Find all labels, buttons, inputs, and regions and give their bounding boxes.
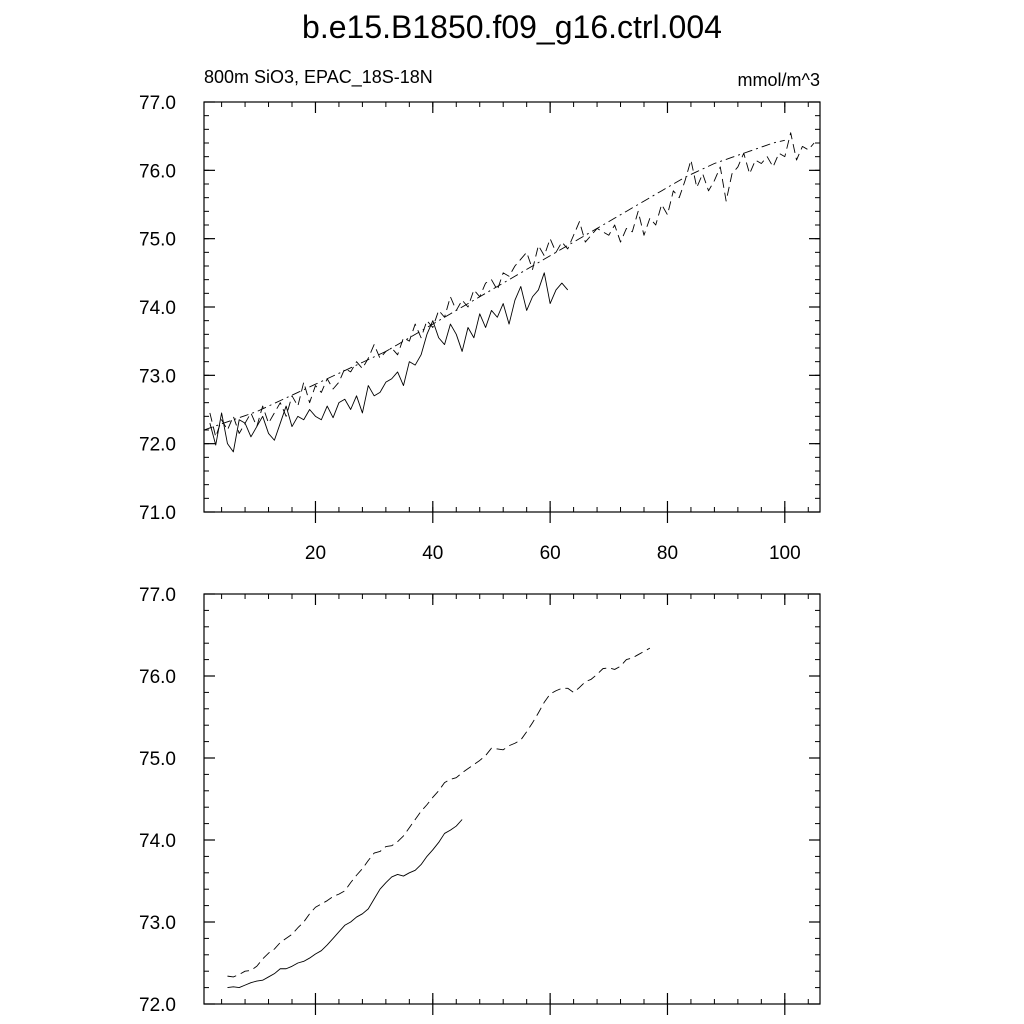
top-series-dash-dot-line [203,139,785,431]
top-series-dashed-line [209,132,815,438]
top-y-tick-label: 75.0 [139,230,176,251]
top-panel-left-label: 800m SiO3, EPAC_18S-18N [204,67,433,88]
top-x-tick-label: 20 [305,543,326,564]
figure-title: b.e15.B1850.f09_g16.ctrl.004 [302,9,722,45]
top-x-tick-label: 40 [422,543,443,564]
top-plot-frame [203,101,821,513]
top-x-tick-label: 100 [769,543,801,564]
bottom-y-tick-label: 72.0 [139,995,176,1016]
top-series-solid-line [209,272,569,453]
bottom-series-dashed-line [227,647,651,978]
bottom-y-tick-label: 76.0 [139,667,176,688]
bottom-panel: 72.0 73.0 74.0 75.0 76.0 77.0 [139,585,821,1016]
bottom-y-tick-label: 73.0 [139,913,176,934]
top-y-tick-label: 71.0 [139,503,176,524]
top-panel-right-label: mmol/m^3 [738,70,820,90]
top-y-tick-label: 74.0 [139,298,176,319]
top-panel: 71.0 72.0 73.0 74.0 75.0 76.0 77.0 20 40 60 80 100 [139,93,821,564]
bottom-y-tick-label: 77.0 [139,585,176,606]
bottom-series-solid-line [227,819,463,989]
top-y-tick-label: 73.0 [139,366,176,387]
top-y-tick-label: 76.0 [139,161,176,182]
top-y-tick-label: 72.0 [139,435,176,456]
bottom-plot-frame [203,593,821,1005]
top-x-tick-label: 60 [540,543,561,564]
bottom-y-tick-label: 75.0 [139,749,176,770]
top-y-tick-label: 77.0 [139,93,176,114]
top-x-tick-label: 80 [657,543,678,564]
bottom-y-tick-label: 74.0 [139,831,176,852]
